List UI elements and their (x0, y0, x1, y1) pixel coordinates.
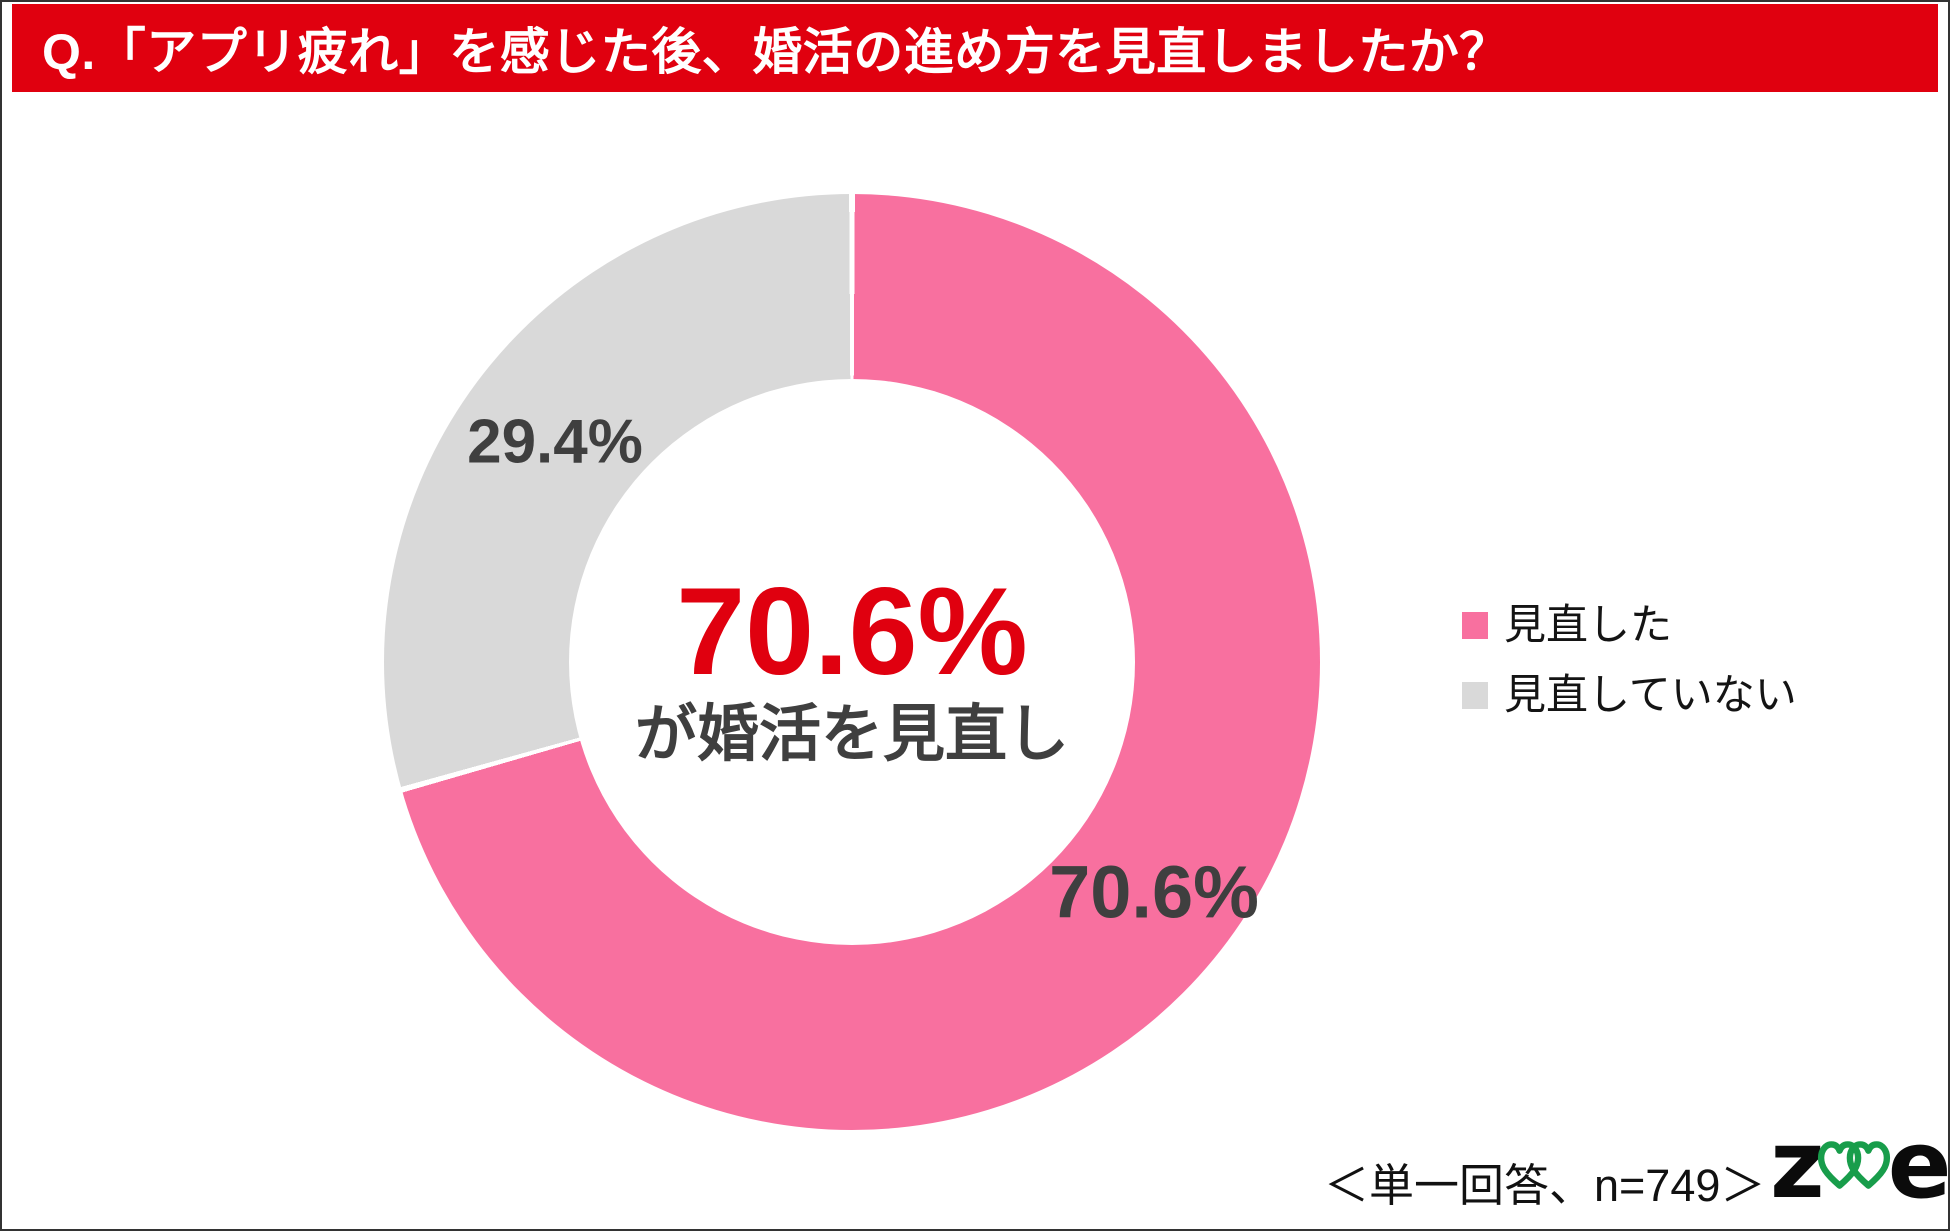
legend: 見直した 見直していない (1462, 601, 1797, 742)
sample-note: ＜単一回答、n=749＞ (1324, 1160, 1766, 1211)
center-caption: が婚活を見直し (634, 700, 1069, 769)
logo-letters-ei: eı (1887, 1111, 1949, 1220)
donut-hole (569, 379, 1135, 945)
legend-swatch-gray (1462, 681, 1488, 709)
zwei-logo: z eı (1770, 1111, 1949, 1220)
legend-item-reviewed: 見直した (1462, 601, 1797, 648)
legend-swatch-pink (1462, 611, 1488, 639)
legend-label: 見直していない (1504, 671, 1797, 719)
legend-item-not-reviewed: 見直していない (1462, 671, 1797, 719)
slice-label-minor: 29.4% (467, 407, 643, 477)
legend-label: 見直した (1504, 601, 1673, 648)
donut-ring (384, 194, 1320, 1130)
center-percent: 70.6% (676, 563, 1028, 701)
question-header: Q.「アプリ疲れ」を感じた後、婚活の進め方を見直しましたか？ (12, 4, 1938, 92)
question-text: Q.「アプリ疲れ」を感じた後、婚活の進め方を見直しましたか？ (42, 24, 1510, 80)
slice-label-major: 70.6% (1049, 850, 1259, 934)
center-label: 70.6% が婚活を見直し (502, 570, 1202, 766)
hearts-icon (1817, 1141, 1890, 1189)
logo-letter-z: z (1770, 1111, 1825, 1220)
